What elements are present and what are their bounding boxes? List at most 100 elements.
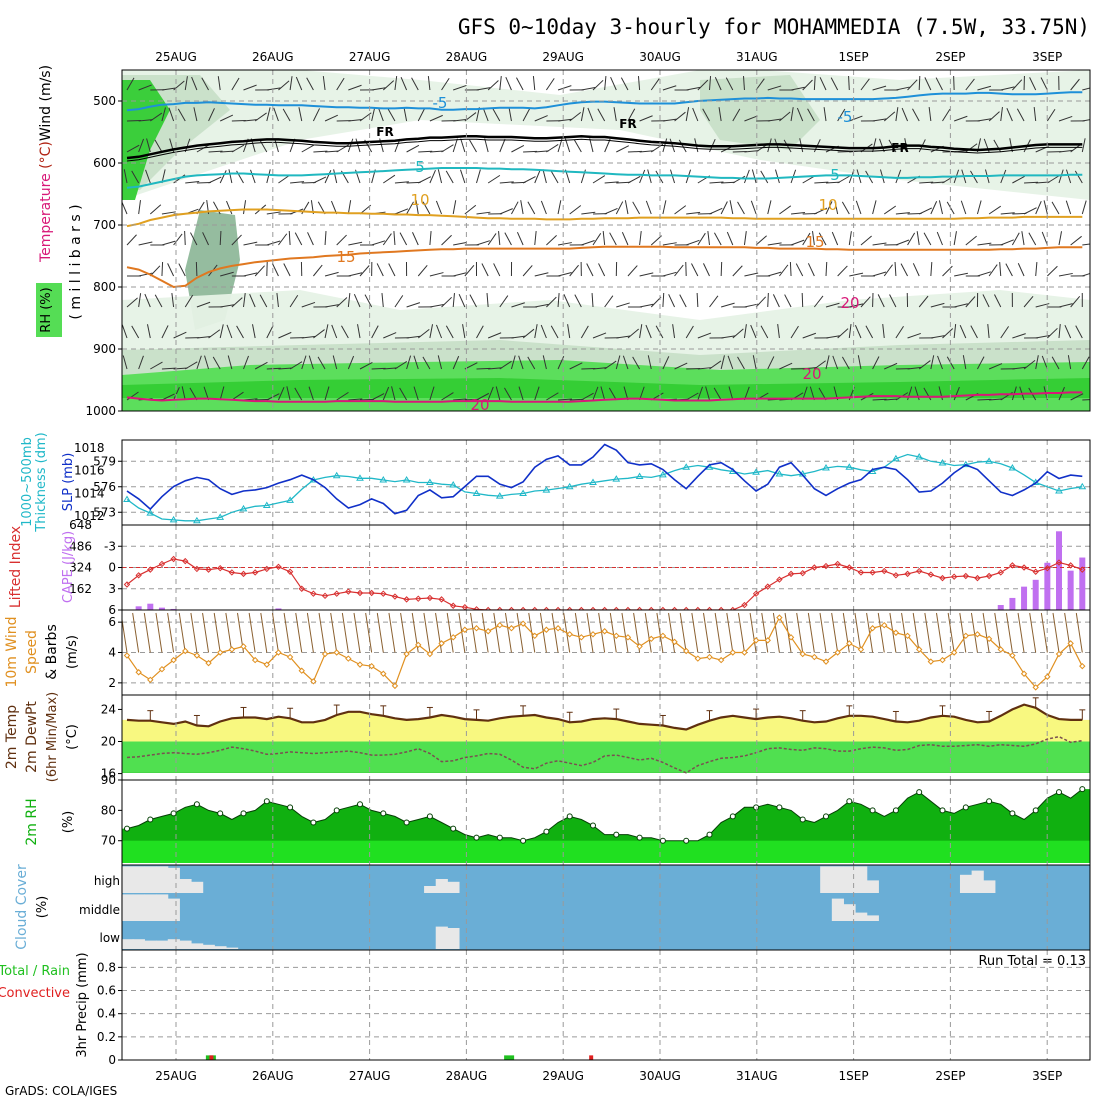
wind-barb [126, 234, 137, 246]
wind-barb [161, 325, 169, 339]
wind-speed-point [694, 655, 702, 662]
wind-barb [592, 386, 599, 401]
wind-speed-point [857, 646, 865, 653]
wind-barb [348, 241, 363, 246]
wind-speed-point [671, 638, 678, 646]
wind-barb [1082, 243, 1090, 246]
lifted-index-point [356, 589, 364, 597]
isotherm-label: 15 [336, 248, 355, 266]
thickness-tick-label: 579 [93, 454, 116, 468]
wind-barb [569, 264, 579, 277]
wind-barb [777, 324, 780, 339]
temp-ylabel-d-line: (°C) [65, 724, 80, 750]
wind-barb [289, 294, 299, 308]
wind-barb [872, 271, 887, 277]
wind-barb [872, 85, 887, 91]
wind-barb [604, 181, 619, 184]
thickness-point [146, 509, 155, 516]
wind-barb [282, 108, 291, 122]
wind-barb [441, 392, 454, 401]
bottom-date-label: 30AUG [639, 1069, 681, 1083]
wind-barb [795, 263, 804, 277]
cloud-high-bar [424, 886, 437, 893]
rh2m-point [310, 819, 317, 826]
wind-barb [774, 169, 780, 184]
thickness-point [682, 463, 691, 470]
wind-barb [413, 355, 419, 370]
wind-barb [1067, 355, 1072, 370]
wind-barb [721, 302, 735, 308]
wind-speed-point [368, 662, 375, 670]
wind-barb [705, 386, 710, 401]
temp-ylabel-c: (6hr Min/Max) [45, 692, 60, 782]
lifted-index-point [787, 570, 795, 578]
surface-wind-barb [132, 612, 140, 653]
thickness-point [426, 478, 434, 485]
lifted-index-point [752, 590, 760, 597]
wind-barb [1070, 393, 1084, 401]
wind-barb [184, 138, 191, 153]
lifted-index-point [578, 606, 585, 610]
wind-barb [295, 76, 303, 91]
rh2m-point [636, 834, 643, 841]
wind-barb [1047, 327, 1058, 339]
wind-barb [639, 272, 654, 277]
wind-barb [884, 362, 898, 370]
lifted-index-line [126, 558, 1083, 610]
wind-speed-point [391, 682, 399, 690]
rh2m-point [496, 834, 503, 841]
wind-barb [1040, 77, 1048, 91]
wind-barb [534, 169, 541, 184]
wind-barb [907, 366, 922, 370]
wind-barb [511, 302, 525, 308]
cloud-middle-bar [121, 894, 134, 921]
wind-barb [1065, 169, 1072, 184]
wind-barb [877, 294, 885, 308]
surface-wind-barb [260, 612, 268, 653]
wind-barb [184, 294, 194, 308]
thickness-point [1078, 482, 1087, 490]
precip-tick-label: 0.2 [97, 1030, 116, 1044]
rh2m-point [962, 804, 969, 811]
cloud-high-bar [156, 866, 169, 893]
wind-barb [592, 367, 607, 370]
wind-barb [518, 355, 524, 370]
wind-barb [301, 335, 316, 339]
wind-barb [825, 201, 833, 215]
wind-barb [452, 293, 455, 308]
slp-line [126, 443, 1083, 515]
upper-air-ylabel-part: (m/s) [38, 65, 54, 106]
wind-barb [923, 232, 932, 246]
wind-barb [259, 294, 268, 308]
lifted-index-point [193, 565, 201, 573]
wind-barb [942, 265, 953, 277]
wind-barb [452, 138, 458, 153]
wind-speed-point [182, 647, 189, 655]
wind-barb [814, 360, 826, 370]
lifted-index-point [391, 593, 399, 600]
wind-barb [532, 76, 536, 91]
wind-barb [796, 107, 804, 122]
temp-line [126, 703, 1083, 731]
wind-speed-point [822, 658, 830, 665]
cloud-high-bar [983, 880, 996, 893]
wind-barb [534, 150, 549, 153]
wind-barb [557, 200, 562, 215]
wind-barb [499, 295, 509, 308]
thickness-point [239, 504, 248, 512]
wind-speed-point [1044, 673, 1051, 680]
wind-speed-point [1032, 684, 1039, 691]
wind-barb [610, 77, 617, 91]
cloud-low-bar [191, 943, 204, 949]
precip-frame [121, 949, 1091, 1061]
wind-barb [696, 292, 699, 308]
wind-barb [1035, 200, 1042, 215]
wind-barb [504, 387, 512, 401]
wind-barb [848, 231, 852, 246]
temp-ylabel-a: 2m Temp [4, 705, 20, 769]
wind-barb [196, 355, 202, 370]
surface-wind-barb [912, 612, 920, 653]
wind-tick-label: 4 [108, 646, 116, 660]
wind-barb [639, 150, 654, 153]
thickness-point [961, 460, 970, 468]
